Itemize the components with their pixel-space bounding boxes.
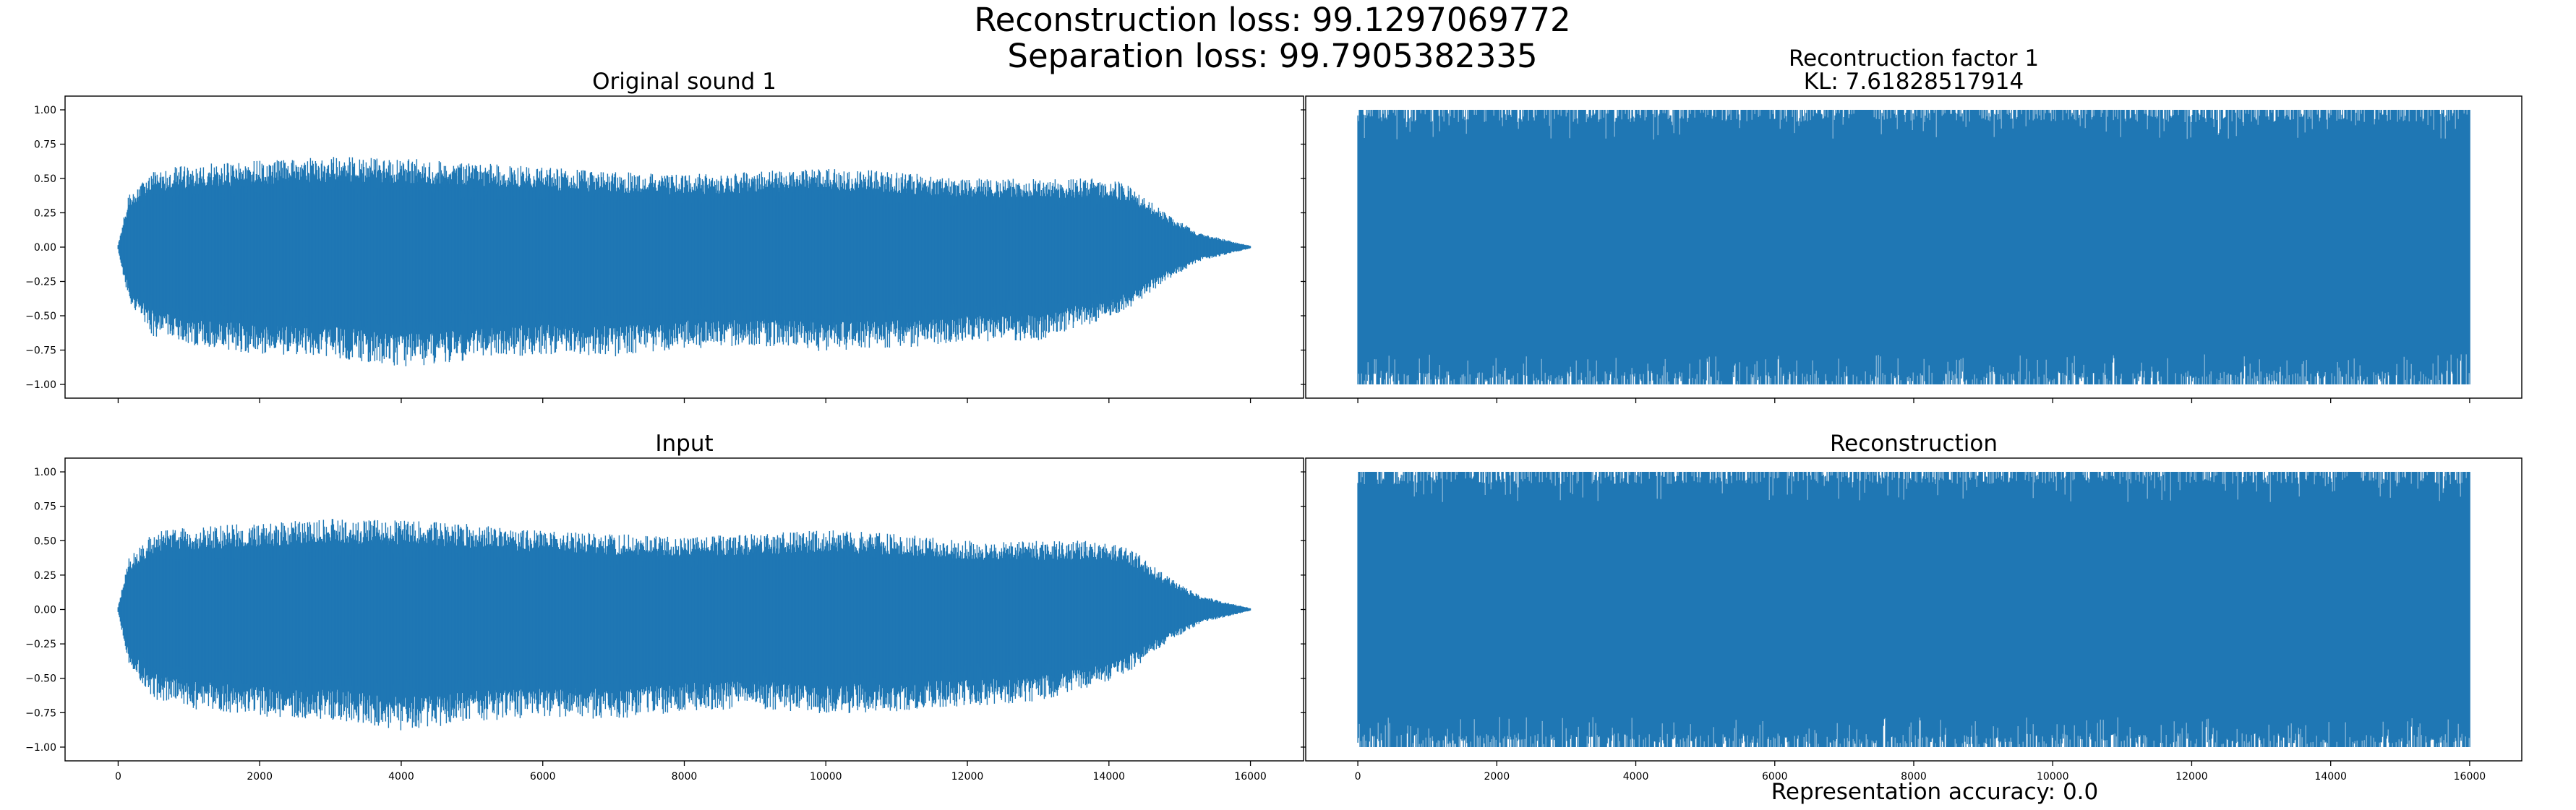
y-tick-label: −1.00 [25, 742, 56, 754]
x-tick-label: 2000 [247, 771, 273, 783]
x-tick-label: 10000 [810, 771, 842, 783]
y-tick-label: −0.50 [25, 673, 56, 685]
x-tick-label: 0 [115, 771, 121, 783]
subplot-bottom-right: Reconstruction 0 2000 4000 6000 8000 10000 1200… [1301, 431, 2522, 783]
x-tick-label: 14000 [2314, 771, 2347, 783]
waveform-line [1357, 472, 2470, 747]
y-tick-label: −0.50 [25, 311, 56, 322]
x-tick-label: 16000 [2454, 771, 2486, 783]
y-tick-label: −0.25 [25, 277, 56, 288]
x-tick-label: 4000 [1623, 771, 1649, 783]
waveform-series [1357, 110, 2470, 384]
y-tick-label: 1.00 [34, 105, 56, 116]
y-tick-label: −0.25 [25, 639, 56, 650]
suptitle-line1: Reconstruction loss: 99.1297069772 [974, 1, 1570, 39]
representation-accuracy-label: Representation accuracy: 0.0 [1771, 779, 2099, 805]
waveform-line [1357, 110, 2470, 384]
x-tick-label: 8000 [1901, 771, 1927, 783]
y-tick-label: −0.75 [25, 345, 56, 357]
subplot-title: Original sound 1 [592, 69, 776, 95]
x-tick-label: 12000 [951, 771, 984, 783]
waveform-core [117, 171, 1251, 348]
x-tick-label: 6000 [530, 771, 556, 783]
x-tick-label: 14000 [1093, 771, 1126, 783]
y-tick-label: 0.75 [34, 501, 56, 513]
y-tick-label: 1.00 [34, 467, 56, 478]
y-tick-label: −1.00 [25, 379, 56, 391]
subplot-top-right: Recontruction factor 1KL: 7.61828517914 [1301, 46, 2522, 403]
y-tick-label: −0.75 [25, 707, 56, 719]
x-tick-label: 2000 [1484, 771, 1510, 783]
waveform-series [1357, 472, 2470, 747]
waveform-series [117, 157, 1251, 366]
y-tick-label: 0.25 [34, 208, 56, 220]
x-tick-label: 6000 [1762, 771, 1788, 783]
suptitle-line2: Separation loss: 99.7905382335 [1007, 37, 1537, 75]
x-tick-label: 16000 [1234, 771, 1267, 783]
subplot-grid: Original sound 1 −1.00 −0.75 −0.50 −0.25 0.00… [25, 46, 2522, 783]
subplot-subtitle: KL: 7.61828517914 [1804, 69, 2024, 95]
x-tick-label: 8000 [672, 771, 698, 783]
y-tick-label: 0.75 [34, 139, 56, 151]
subplot-title: Reconstruction [1830, 431, 1998, 457]
x-tick-label: 0 [1355, 771, 1361, 783]
subplot-title: Recontruction factor 1 [1789, 46, 2039, 72]
y-tick-label: 0.00 [34, 605, 56, 616]
y-tick-label: 0.50 [34, 173, 56, 185]
y-tick-label: 0.00 [34, 242, 56, 254]
y-tick-label: 0.25 [34, 570, 56, 582]
waveform-core [117, 533, 1251, 711]
x-tick-label: 10000 [2037, 771, 2069, 783]
subplot-title: Input [655, 431, 713, 457]
y-tick-label: 0.50 [34, 535, 56, 547]
x-tick-label: 4000 [388, 771, 414, 783]
x-tick-label: 12000 [2175, 771, 2208, 783]
waveform-series [117, 519, 1251, 731]
